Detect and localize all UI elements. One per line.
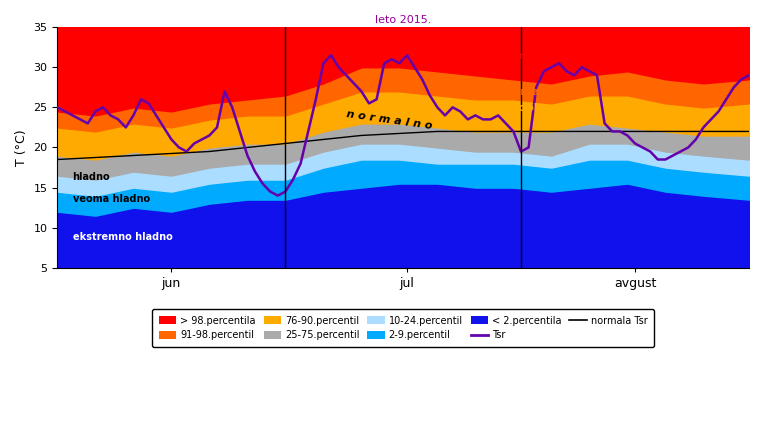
- Text: veoma hladno: veoma hladno: [73, 194, 150, 204]
- Text: hladno: hladno: [73, 171, 110, 182]
- Y-axis label: T (°C): T (°C): [15, 129, 28, 166]
- Text: veoma toplo: veoma toplo: [498, 87, 575, 97]
- Title: leto 2015.: leto 2015.: [375, 15, 432, 25]
- Text: n o r m a l n o: n o r m a l n o: [346, 109, 433, 131]
- Legend: > 98.percentila, 91-98.percentil, 76-90.percentil, 25-75.percentil, 10-24.percen: > 98.percentila, 91-98.percentil, 76-90.…: [152, 309, 654, 347]
- Text: ekstremno hladno: ekstremno hladno: [73, 232, 173, 242]
- Text: toplo: toplo: [513, 103, 545, 113]
- Text: ekstremno toplo: ekstremno toplo: [475, 51, 578, 61]
